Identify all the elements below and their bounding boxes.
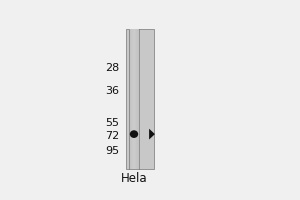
Bar [129, 29, 130, 169]
Text: 95: 95 [105, 146, 119, 156]
Bar [134, 29, 135, 169]
Bar [130, 29, 131, 169]
Bar [126, 29, 154, 169]
Polygon shape [149, 129, 155, 140]
Text: 28: 28 [105, 63, 119, 73]
Ellipse shape [130, 130, 138, 138]
Bar [136, 29, 137, 169]
Text: 36: 36 [105, 86, 119, 96]
Bar [132, 29, 133, 169]
Bar [137, 29, 138, 169]
Text: 72: 72 [105, 131, 119, 141]
Bar [135, 29, 136, 169]
Bar [136, 29, 137, 169]
Bar [133, 29, 134, 169]
Bar [138, 29, 139, 169]
Text: 55: 55 [105, 118, 119, 128]
Text: Hela: Hela [121, 172, 147, 185]
Bar [131, 29, 132, 169]
